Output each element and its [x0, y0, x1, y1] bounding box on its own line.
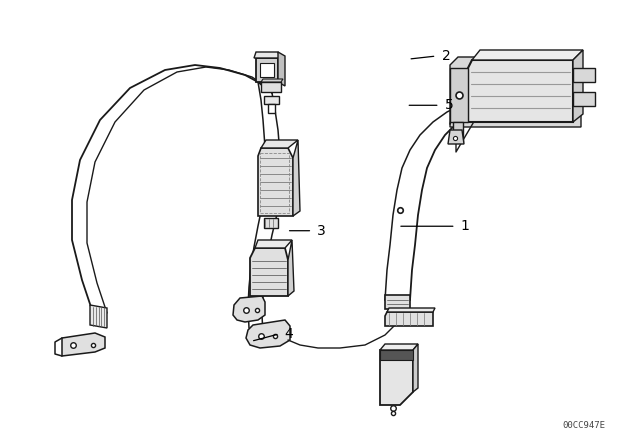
- Polygon shape: [385, 312, 433, 326]
- Polygon shape: [573, 92, 595, 106]
- Polygon shape: [261, 140, 298, 148]
- Bar: [268, 104, 275, 113]
- Polygon shape: [380, 350, 413, 405]
- Polygon shape: [261, 79, 283, 82]
- Polygon shape: [573, 68, 595, 82]
- Polygon shape: [380, 350, 413, 360]
- Polygon shape: [453, 122, 463, 142]
- Bar: [385, 295, 410, 309]
- Polygon shape: [450, 57, 581, 127]
- Polygon shape: [448, 130, 464, 144]
- Polygon shape: [256, 58, 278, 82]
- Polygon shape: [278, 52, 285, 86]
- Polygon shape: [288, 240, 294, 296]
- Polygon shape: [380, 344, 418, 350]
- Polygon shape: [413, 344, 418, 392]
- Text: 00CC947E: 00CC947E: [562, 421, 605, 430]
- Polygon shape: [255, 240, 292, 248]
- Polygon shape: [90, 305, 107, 328]
- Polygon shape: [387, 308, 435, 312]
- Polygon shape: [258, 148, 293, 216]
- Polygon shape: [468, 60, 573, 122]
- Bar: [264, 96, 279, 104]
- Bar: [260, 63, 274, 77]
- Bar: [264, 218, 278, 228]
- Bar: [260, 153, 289, 213]
- Polygon shape: [450, 68, 468, 122]
- Polygon shape: [472, 50, 583, 60]
- Polygon shape: [246, 320, 290, 348]
- Polygon shape: [62, 333, 105, 356]
- Text: 1: 1: [461, 219, 470, 233]
- Polygon shape: [254, 52, 280, 58]
- Bar: [261, 82, 281, 92]
- Polygon shape: [293, 140, 300, 216]
- Polygon shape: [573, 50, 583, 122]
- Text: 3: 3: [317, 224, 326, 238]
- Text: 4: 4: [285, 327, 294, 341]
- Polygon shape: [233, 296, 265, 322]
- Polygon shape: [250, 248, 288, 296]
- Text: 5: 5: [445, 98, 454, 112]
- Text: 2: 2: [442, 49, 451, 63]
